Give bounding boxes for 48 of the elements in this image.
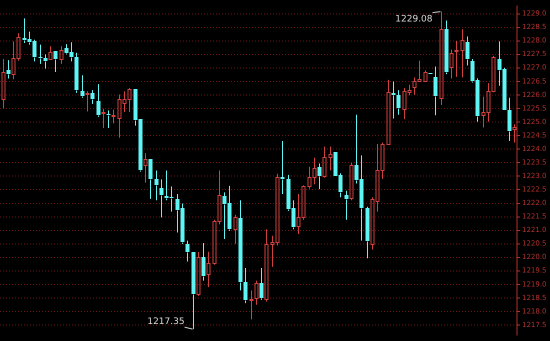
candlestick xyxy=(450,49,454,79)
candlestick xyxy=(192,252,196,330)
candlestick xyxy=(38,44,42,64)
candlestick xyxy=(460,28,464,78)
annotation: 1229.08 xyxy=(395,14,433,25)
candlestick xyxy=(454,40,458,78)
annotation: 1217.35 xyxy=(147,317,185,328)
candlestick xyxy=(202,242,206,282)
candlestick xyxy=(280,140,284,195)
candlestick xyxy=(96,84,100,118)
candlestick xyxy=(86,90,90,112)
candlestick xyxy=(154,170,158,201)
candlestick xyxy=(466,36,470,66)
candlestick xyxy=(512,124,516,144)
candlestick xyxy=(322,146,326,178)
candlestick xyxy=(328,146,332,171)
candlestick xyxy=(148,159,152,200)
candlestick xyxy=(508,97,512,142)
candlestick xyxy=(250,290,254,320)
candlestick xyxy=(112,109,116,124)
candlestick xyxy=(238,200,242,291)
candlestick xyxy=(440,11,444,106)
candlestick xyxy=(264,228,268,302)
candlestick xyxy=(244,267,248,304)
candlestick xyxy=(396,90,400,116)
candlestick xyxy=(106,110,110,129)
candlestick xyxy=(186,240,190,262)
candlestick xyxy=(80,74,84,98)
candlestick xyxy=(318,162,322,190)
candlestick xyxy=(444,20,448,75)
candlestick xyxy=(254,280,258,306)
candlestick xyxy=(386,79,390,145)
candlestick xyxy=(206,251,210,288)
candlestick xyxy=(2,58,6,109)
candlestick xyxy=(144,152,148,184)
candlestick xyxy=(6,60,10,79)
candlestick xyxy=(260,267,264,300)
candlestick xyxy=(44,54,48,70)
candlestick xyxy=(160,178,164,218)
candlestick xyxy=(102,108,106,129)
candlestick xyxy=(74,52,78,94)
candlestick xyxy=(54,51,58,72)
candlestick xyxy=(392,80,396,120)
candlestick xyxy=(434,66,438,116)
candlestick xyxy=(344,190,348,220)
candlestick xyxy=(366,206,370,259)
candlestick xyxy=(234,214,238,244)
candlestick xyxy=(90,90,94,104)
